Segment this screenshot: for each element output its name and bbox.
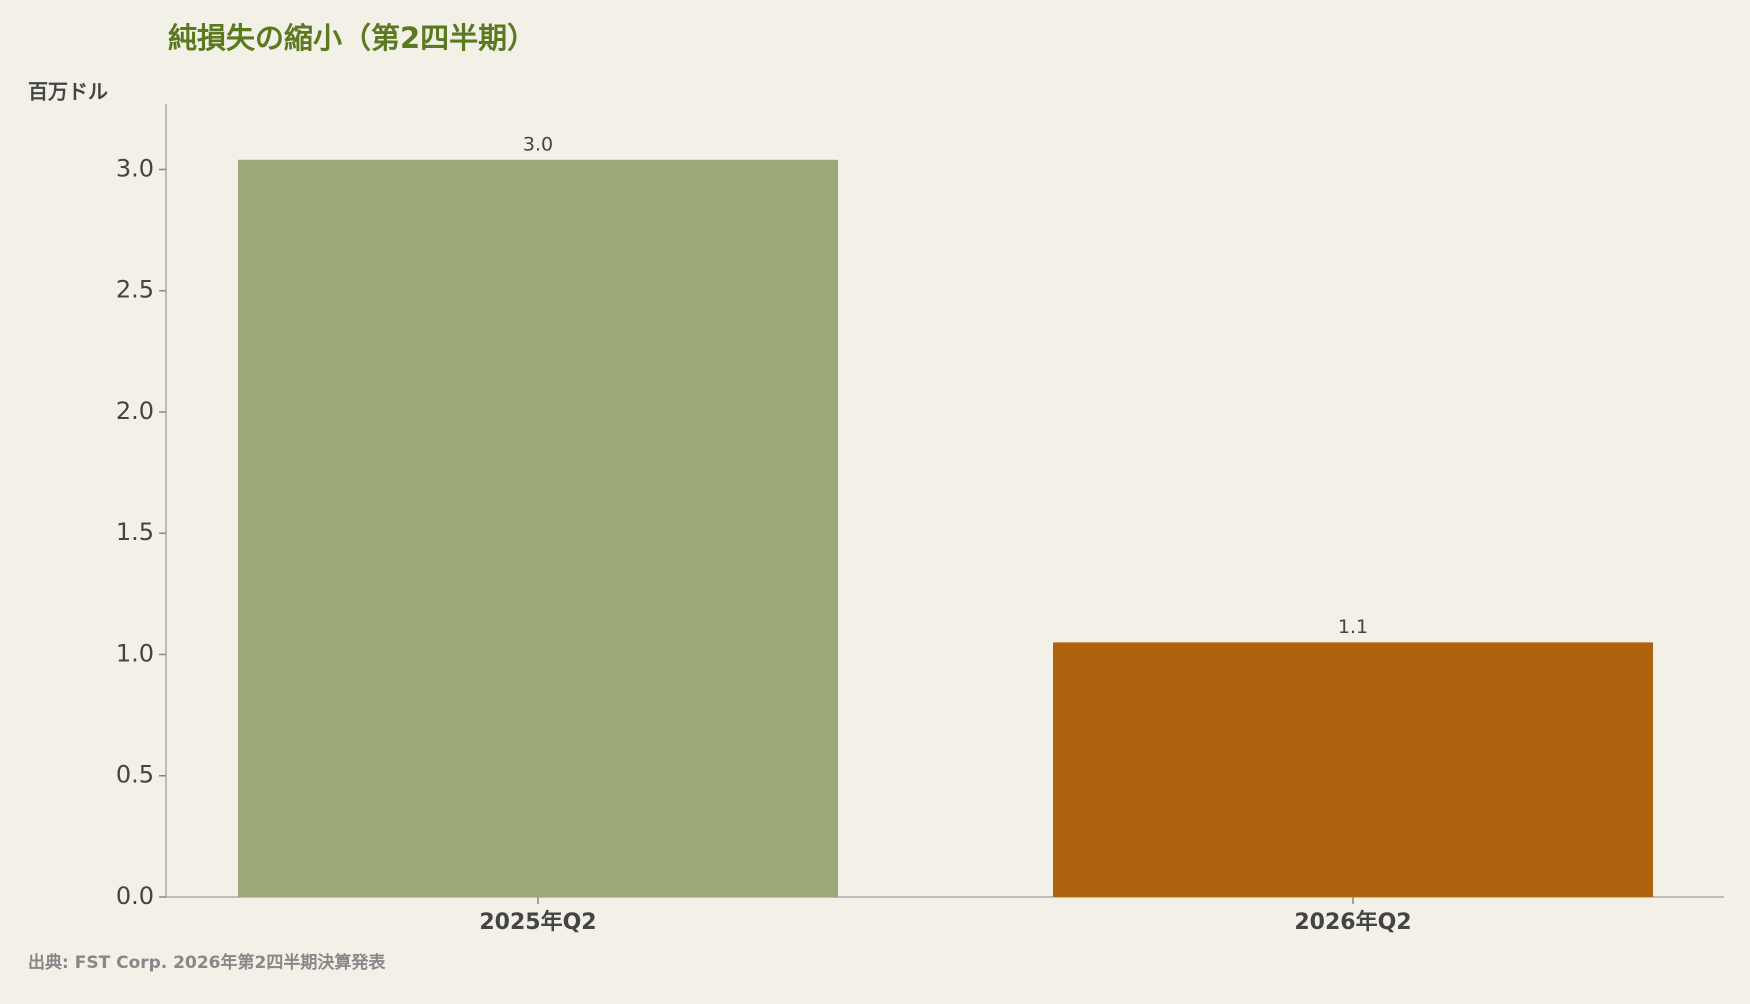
chart-title: 純損失の縮小（第2四半期）	[168, 21, 536, 55]
value-label: 3.0	[523, 133, 553, 155]
y-tick-label: 1.0	[116, 639, 154, 667]
y-tick-label: 2.5	[116, 276, 154, 304]
value-label: 1.1	[1338, 616, 1368, 638]
x-tick-label: 2026年Q2	[1294, 909, 1411, 935]
y-tick-label: 3.0	[116, 154, 154, 182]
y-tick-label: 1.5	[116, 518, 154, 546]
source-note: 出典: FST Corp. 2026年第2四半期決算発表	[28, 952, 386, 973]
y-tick-label: 0.0	[116, 882, 154, 910]
bar	[1053, 642, 1653, 897]
y-tick-label: 0.5	[116, 761, 154, 789]
x-tick-label: 2025年Q2	[479, 909, 596, 935]
y-axis-label: 百万ドル	[28, 80, 108, 104]
bar	[238, 159, 838, 898]
y-tick-label: 2.0	[116, 397, 154, 425]
